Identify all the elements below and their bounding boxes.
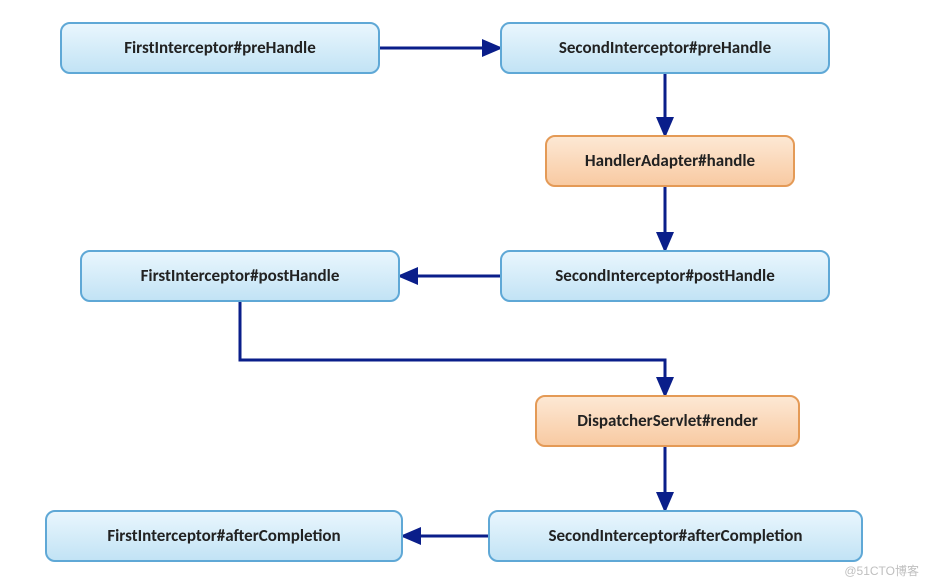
node-n5: FirstInterceptor#postHandle [80, 250, 400, 302]
node-n7: SecondInterceptor#afterCompletion [488, 510, 863, 562]
node-n1: FirstInterceptor#preHandle [60, 22, 380, 74]
node-n6: DispatcherServlet#render [535, 395, 800, 447]
watermark-text: @51CTO博客 [844, 562, 919, 579]
node-n3: HandlerAdapter#handle [545, 135, 795, 187]
node-n2: SecondInterceptor#preHandle [500, 22, 830, 74]
node-n8: FirstInterceptor#afterCompletion [45, 510, 403, 562]
node-n4: SecondInterceptor#postHandle [500, 250, 830, 302]
edge-n5-n6 [240, 302, 665, 395]
